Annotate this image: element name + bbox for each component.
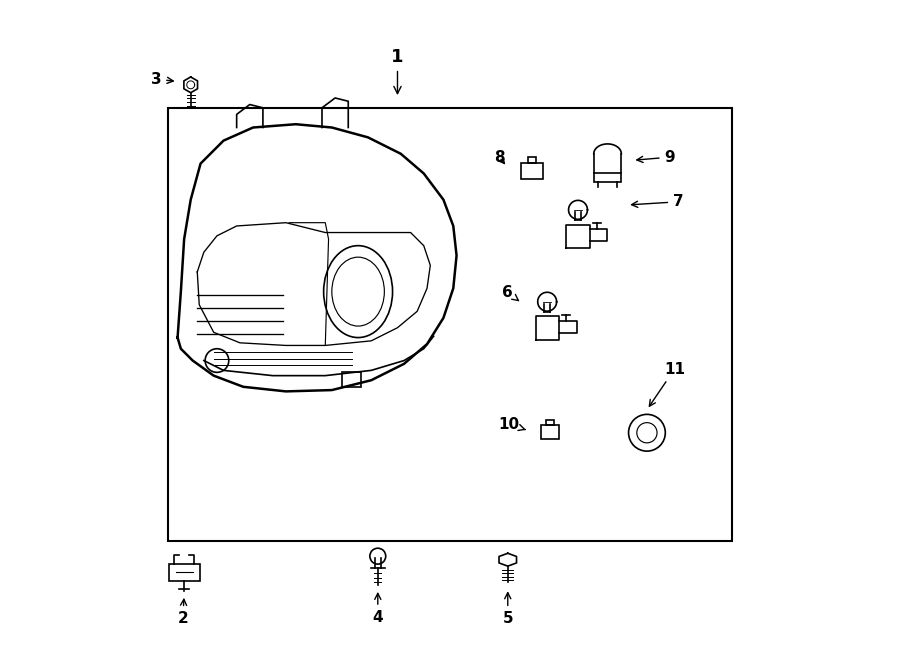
- Bar: [594, 173, 621, 182]
- Bar: [167, 108, 733, 541]
- Text: 2: 2: [177, 599, 188, 626]
- Bar: [169, 563, 200, 581]
- Text: 8: 8: [494, 150, 505, 165]
- Text: 3: 3: [150, 71, 174, 87]
- Bar: [546, 420, 554, 425]
- Text: 4: 4: [373, 593, 383, 625]
- Text: 6: 6: [502, 285, 518, 301]
- Text: 11: 11: [650, 361, 685, 406]
- Text: 7: 7: [632, 194, 684, 209]
- Bar: [521, 163, 543, 179]
- Text: 10: 10: [499, 417, 526, 432]
- Bar: [541, 425, 559, 439]
- Polygon shape: [177, 124, 456, 391]
- Bar: [342, 372, 362, 387]
- Text: 5: 5: [502, 592, 513, 626]
- Bar: [527, 157, 536, 163]
- Text: 9: 9: [637, 150, 675, 165]
- Text: 1: 1: [392, 48, 404, 93]
